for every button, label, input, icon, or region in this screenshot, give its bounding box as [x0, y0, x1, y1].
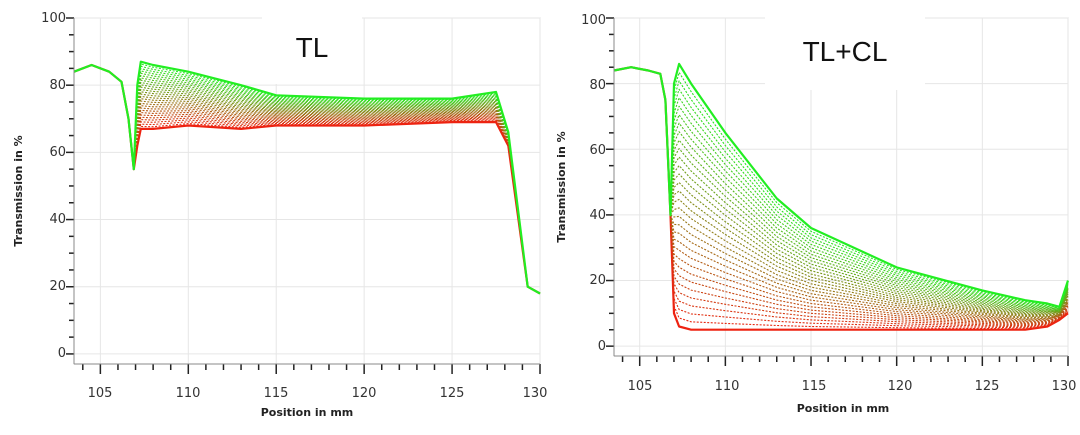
plot-curves	[613, 62, 1070, 331]
curve-line	[613, 66, 1069, 322]
y-axis-label: Transmission in %	[12, 135, 25, 246]
x-tick-label: 130	[523, 386, 548, 401]
curve-line	[613, 62, 1070, 308]
curve-line	[613, 66, 1069, 310]
x-tick-label: 105	[88, 386, 113, 401]
curve-line	[613, 66, 1069, 309]
y-tick-label: 80	[589, 78, 606, 93]
axis-ticks	[66, 17, 541, 374]
chart-title: TL+CL	[803, 36, 888, 67]
x-tick-label: 120	[888, 379, 913, 394]
x-tick-label: 130	[1052, 379, 1077, 394]
x-tick-label: 115	[264, 386, 289, 401]
curve-line	[613, 66, 1069, 327]
y-tick-label: 60	[589, 143, 606, 158]
curve-line	[613, 66, 1069, 311]
x-tick-label: 110	[176, 386, 201, 401]
curve-line	[613, 66, 1069, 315]
y-tick-label: 20	[49, 279, 66, 294]
y-tick-label: 60	[49, 145, 66, 160]
curve-line	[613, 66, 1069, 323]
curve-line	[613, 66, 1069, 326]
x-tick-label: 120	[352, 386, 377, 401]
title-box	[262, 12, 362, 84]
x-tick-label: 125	[975, 379, 1000, 394]
curve-line	[613, 66, 1069, 317]
y-tick-label: 100	[41, 11, 66, 26]
curve-line	[73, 60, 541, 295]
x-axis-label: Position in mm	[261, 406, 354, 419]
x-tick-label: 125	[440, 386, 465, 401]
x-tick-label: 110	[715, 379, 740, 394]
x-tick-label: 105	[628, 379, 653, 394]
curve-line	[613, 66, 1069, 319]
y-tick-label: 0	[58, 346, 66, 361]
y-tick-label: 80	[49, 78, 66, 93]
curve-line	[613, 66, 1069, 313]
y-axis-label: Transmission in %	[555, 131, 568, 242]
curve-line	[613, 66, 1069, 312]
curve-line	[613, 66, 1069, 320]
curve-line	[613, 66, 1069, 321]
curve-line	[613, 66, 1069, 328]
curve-line	[613, 66, 1069, 318]
title-box	[765, 14, 925, 90]
curve-line	[613, 66, 1069, 330]
chart-tl-cl: TL+CL Position in mm Transmission in % 1…	[555, 13, 1076, 415]
curve-line	[613, 66, 1069, 310]
y-tick-label: 20	[589, 273, 606, 288]
x-axis-label: Position in mm	[797, 402, 890, 415]
chart-title: TL	[296, 32, 329, 63]
axis-ticks	[606, 17, 1069, 366]
chart-tl: TL Position in mm Transmission in % 105 …	[12, 11, 547, 419]
curve-line	[613, 66, 1069, 325]
curve-line	[613, 66, 1069, 324]
x-tick-label: 115	[802, 379, 827, 394]
y-tick-label: 40	[49, 212, 66, 227]
y-tick-label: 40	[589, 208, 606, 223]
y-tick-label: 0	[598, 339, 606, 354]
curve-line	[613, 66, 1069, 309]
curve-line	[613, 66, 1069, 312]
curve-line	[613, 66, 1069, 317]
plot-curves	[73, 60, 541, 295]
y-tick-label: 100	[581, 13, 606, 28]
curve-line	[613, 66, 1069, 316]
